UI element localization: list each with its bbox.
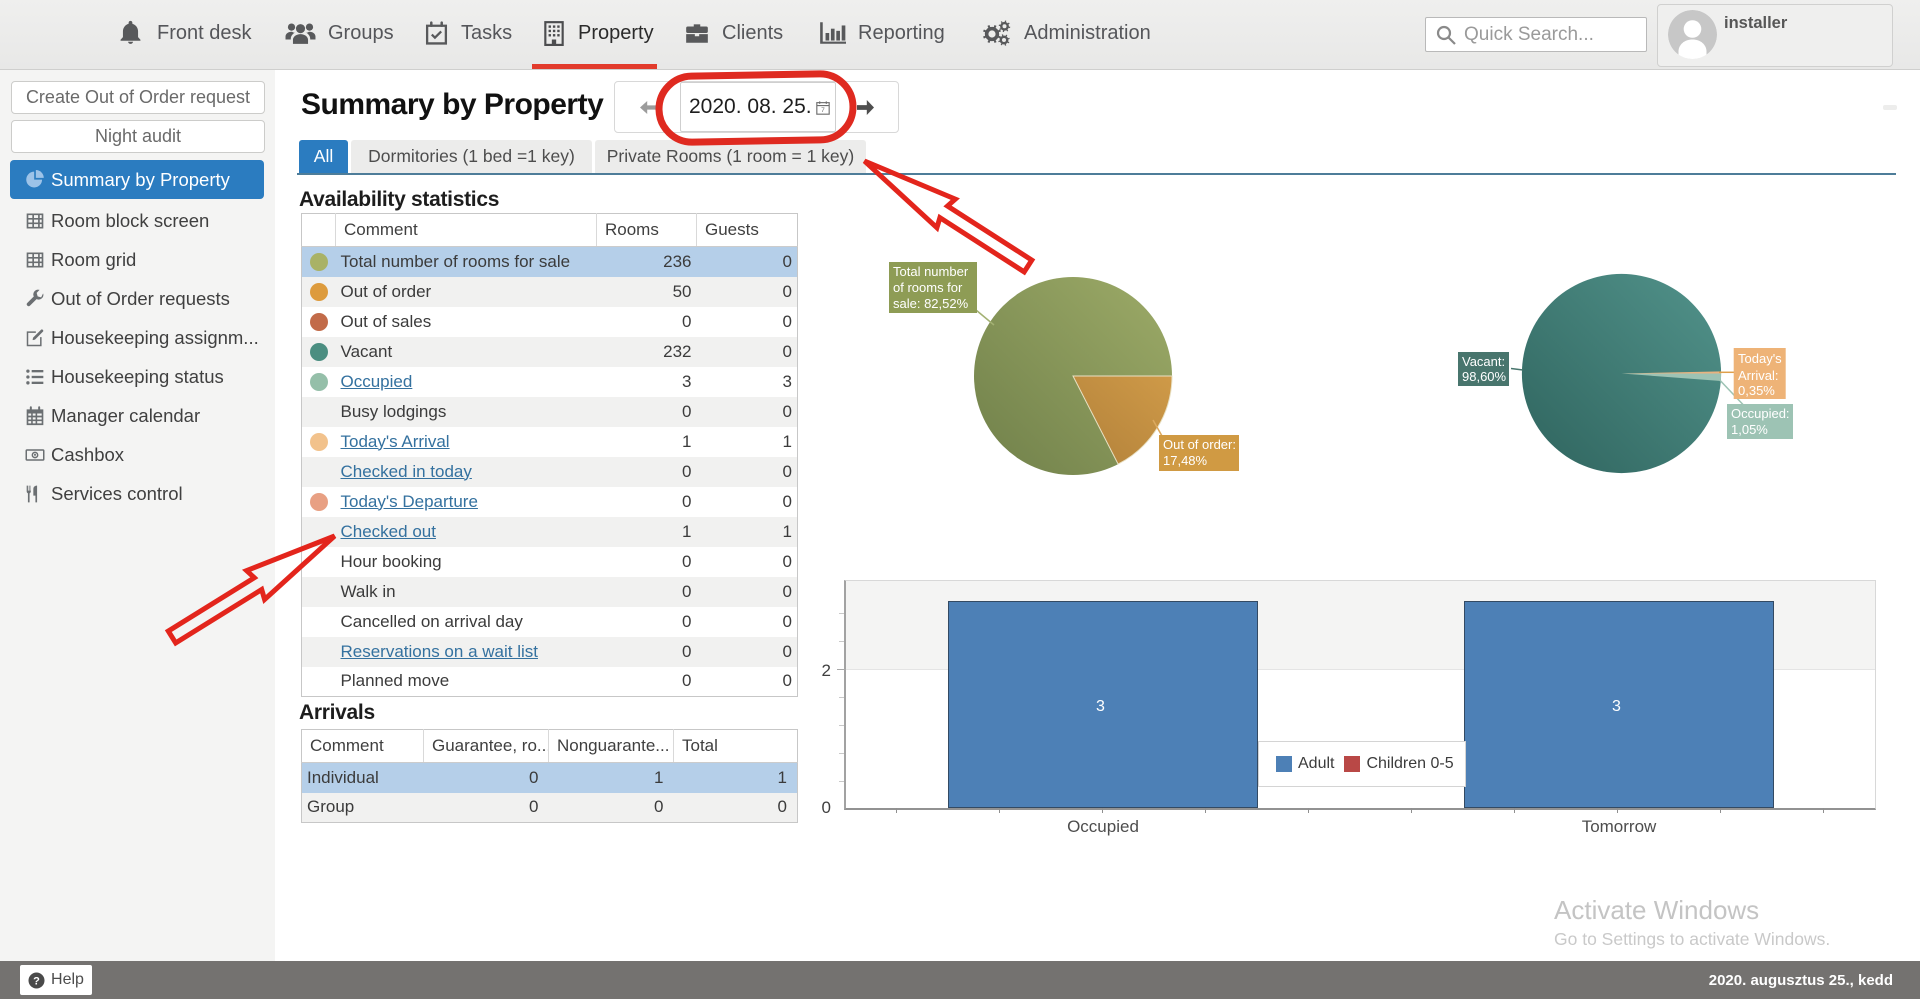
svg-text:Out of order:: Out of order: [1163,437,1236,452]
svg-text:Arrival:: Arrival: [1738,368,1778,383]
svg-text:Total number: Total number [893,264,969,279]
svg-text:?: ? [33,975,40,987]
svg-text:Vacant:: Vacant: [1462,354,1505,369]
svg-text:sale: 82,52%: sale: 82,52% [893,296,969,311]
svg-text:98,60%: 98,60% [1462,369,1507,384]
svg-text:of rooms for: of rooms for [893,280,963,295]
svg-text:0,35%: 0,35% [1738,383,1775,398]
svg-text:Today's: Today's [1738,351,1782,366]
svg-text:7: 7 [821,107,825,114]
svg-text:1,05%: 1,05% [1731,422,1768,437]
svg-text:17,48%: 17,48% [1163,453,1208,468]
svg-text:Occupied:: Occupied: [1731,406,1790,421]
